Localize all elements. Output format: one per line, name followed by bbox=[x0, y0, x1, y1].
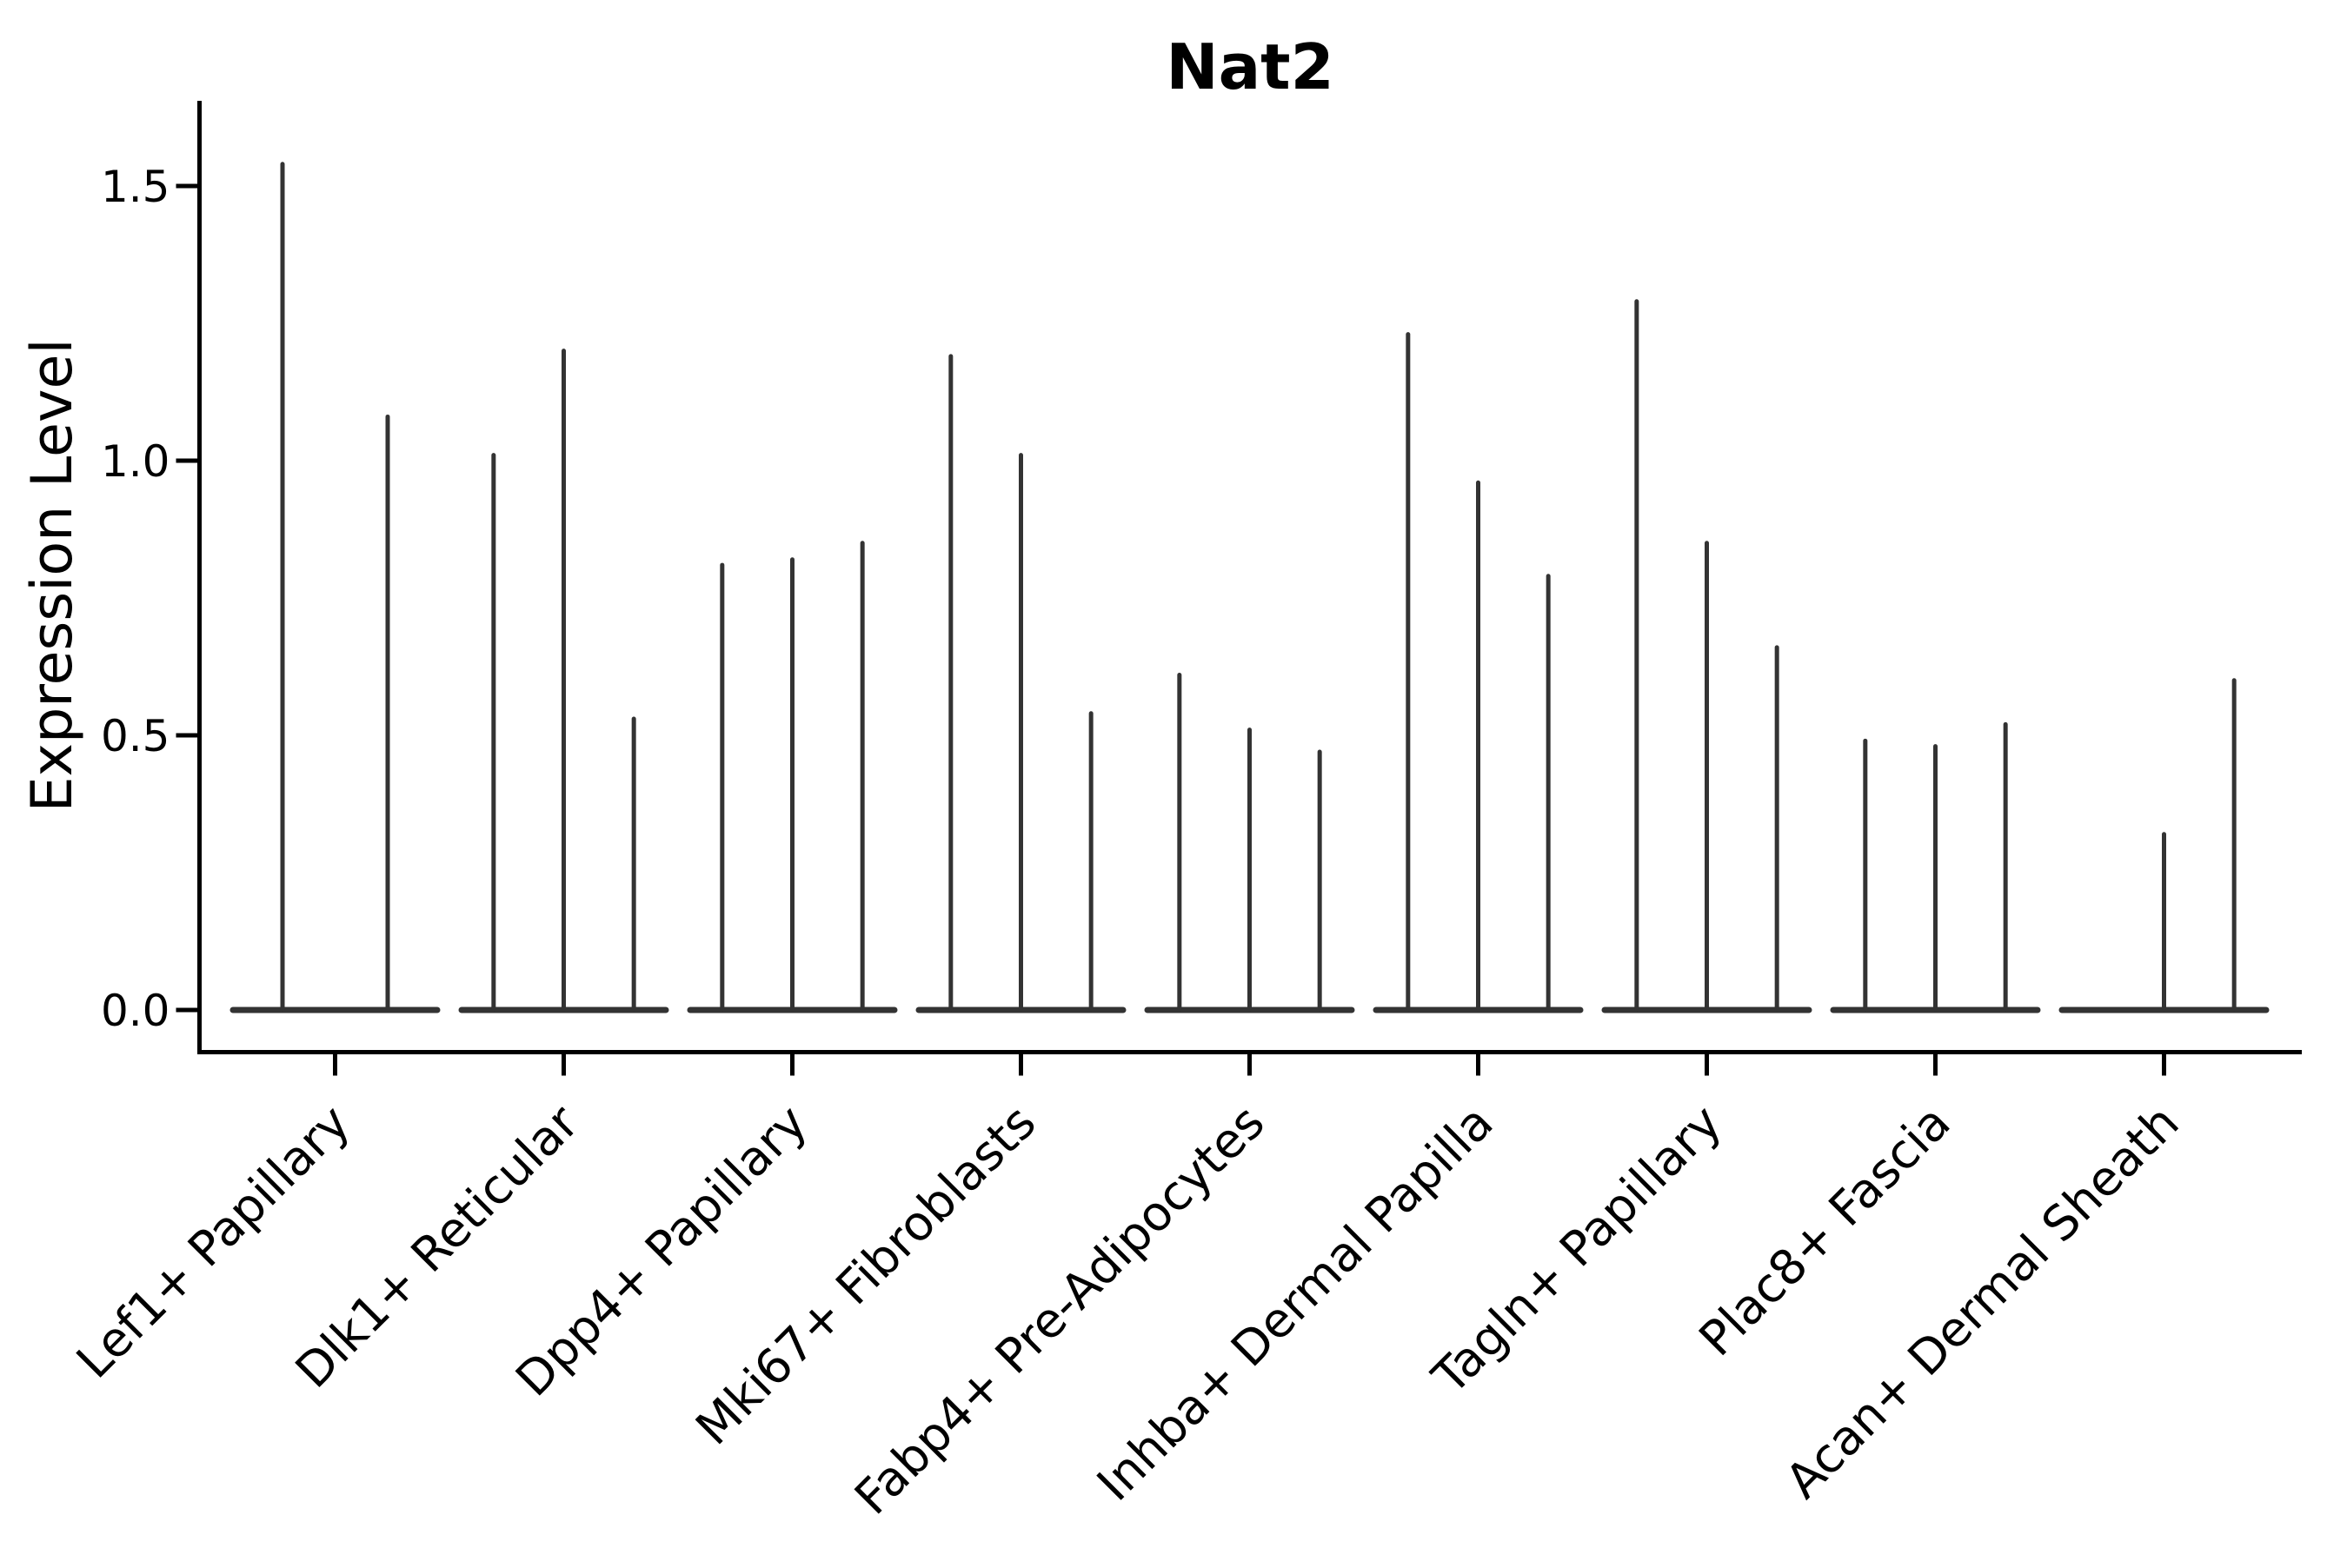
y-tick-label: 1.0 bbox=[101, 436, 170, 487]
axes-layer bbox=[176, 101, 2302, 1076]
chart-title: Nat2 bbox=[1166, 30, 1333, 103]
y-tick-label: 0.5 bbox=[101, 711, 170, 761]
y-tick-label: 0.0 bbox=[101, 986, 170, 1036]
x-tick-label: Inhba+ Dermal Papilla bbox=[1087, 1094, 1504, 1512]
violin-body bbox=[229, 1007, 441, 1013]
violin-layer bbox=[229, 162, 2270, 1013]
x-tick-label: Acan+ Dermal Sheath bbox=[1775, 1094, 2190, 1509]
y-tick-label: 1.5 bbox=[101, 162, 170, 212]
x-tick-label: Fabp4+ Pre-Adipocytes bbox=[844, 1094, 1275, 1525]
y-axis-label: Expression Level bbox=[20, 338, 85, 812]
